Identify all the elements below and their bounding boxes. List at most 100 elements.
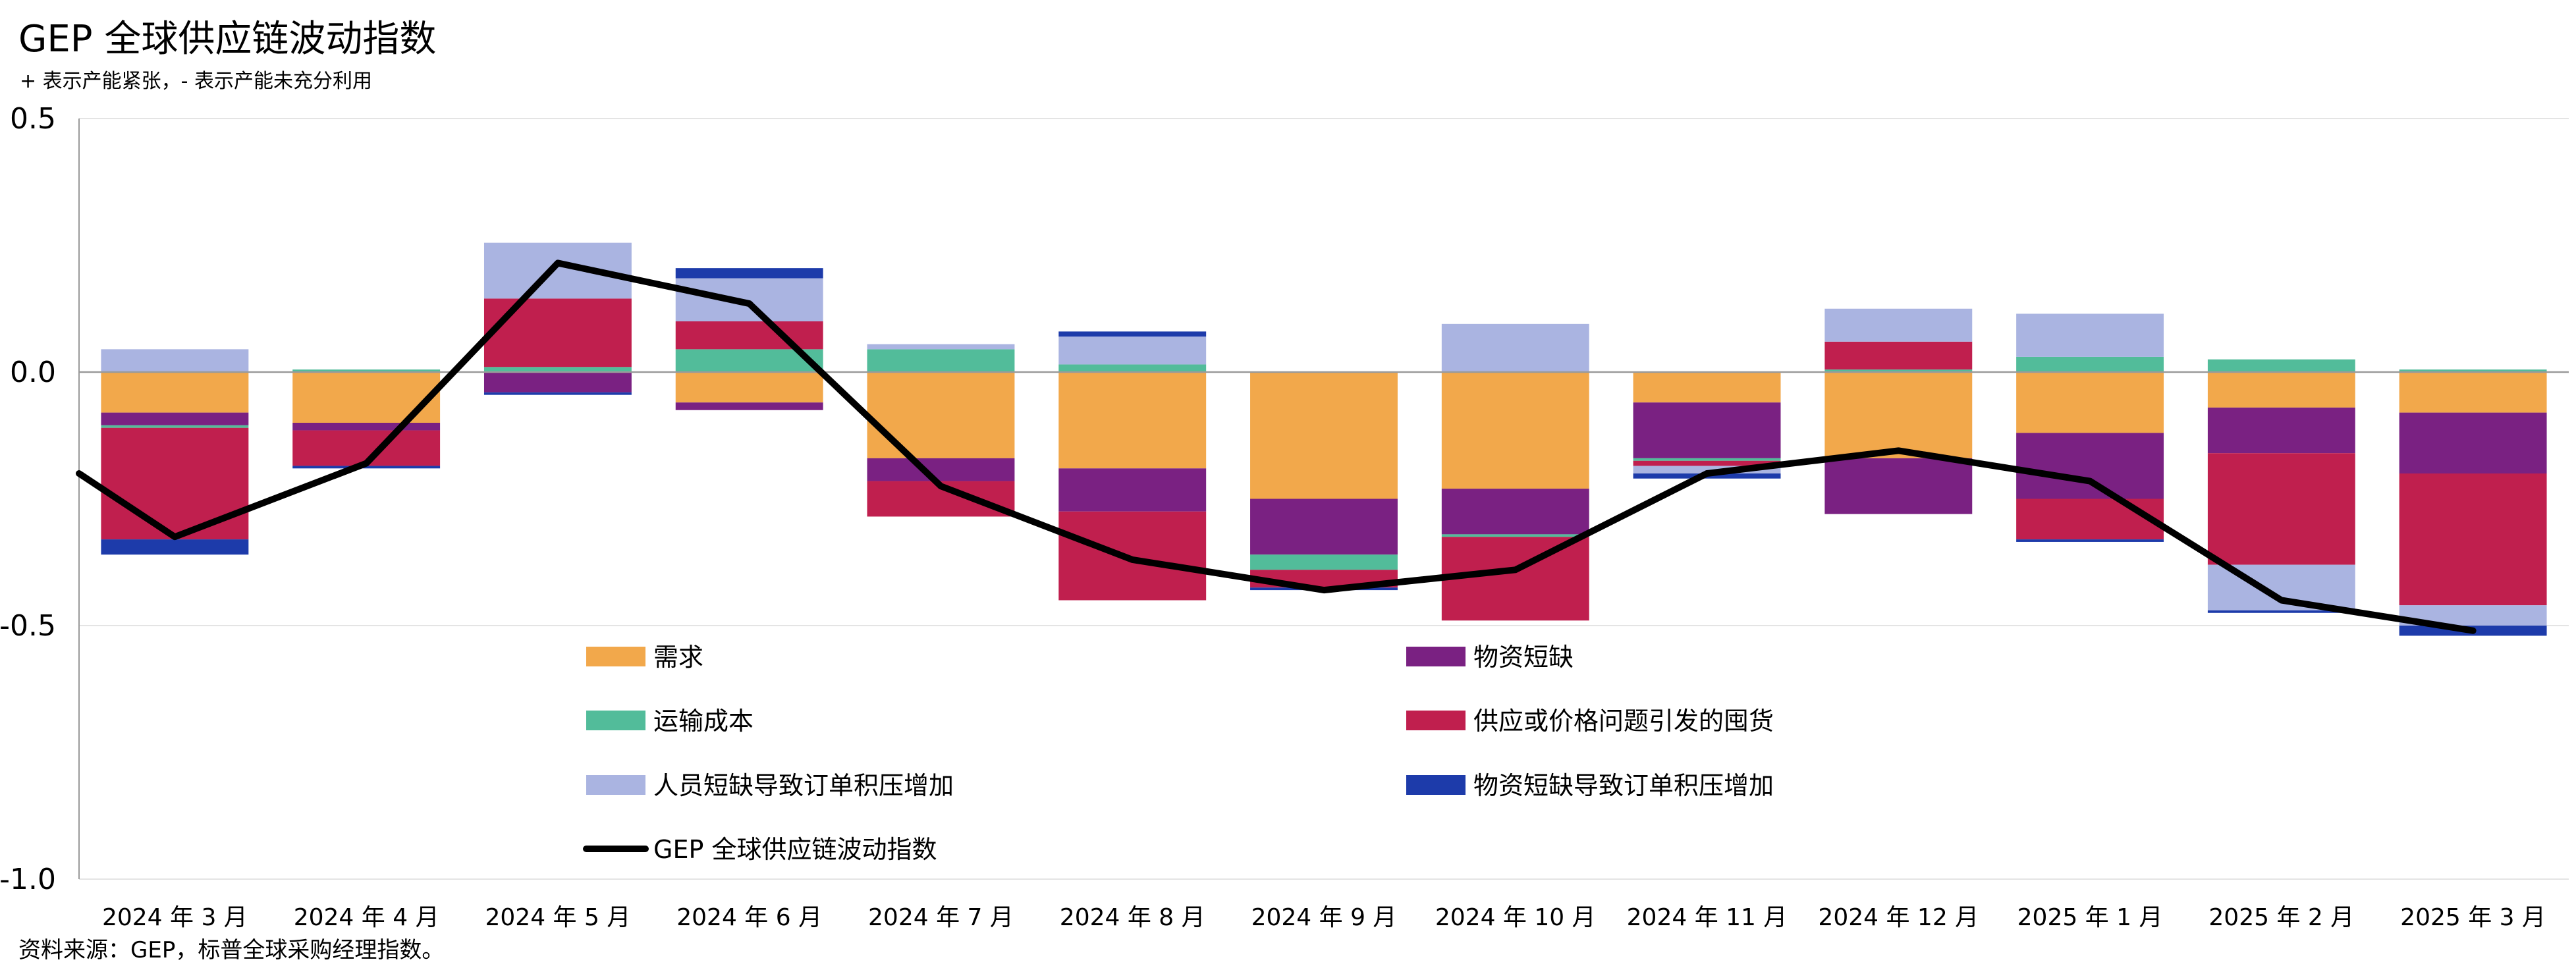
bar-segment bbox=[2016, 372, 2164, 433]
chart-title: GEP 全球供应链波动指数 bbox=[18, 18, 437, 61]
y-tick-label: -1.0 bbox=[0, 863, 56, 896]
bar-segment bbox=[2207, 372, 2355, 408]
bar-layer bbox=[101, 242, 2547, 636]
tick-layer: 0.5 0.0 -0.5 -1.0 2024 年 3 月 2024 年 4 月 2024 年… bbox=[0, 102, 2546, 931]
x-tick-label: 2024 年 3 月 bbox=[102, 904, 248, 931]
bar-segment bbox=[2016, 356, 2164, 372]
bar-segment bbox=[1250, 554, 1398, 570]
x-tick-label: 2024 年 4 月 bbox=[294, 904, 439, 931]
legend-swatch bbox=[586, 711, 645, 730]
legend-swatch bbox=[1406, 775, 1466, 795]
x-tick-label: 2024 年 6 月 bbox=[676, 904, 822, 931]
y-tick-label: 0.0 bbox=[10, 356, 56, 389]
bar-segment bbox=[2016, 498, 2164, 540]
bar-segment bbox=[675, 278, 823, 321]
bar-segment bbox=[1633, 402, 1781, 458]
legend-label: 物资短缺 bbox=[1473, 643, 1574, 672]
bar-segment bbox=[1824, 458, 1973, 514]
x-tick-label: 2024 年 5 月 bbox=[485, 904, 630, 931]
bar-segment bbox=[483, 372, 632, 392]
legend-label: 需求 bbox=[653, 643, 703, 672]
grid-layer bbox=[79, 118, 2569, 880]
bar-segment bbox=[101, 412, 249, 425]
bar-segment bbox=[1633, 458, 1781, 461]
bar-segment bbox=[2207, 453, 2355, 565]
bar-segment bbox=[2207, 407, 2355, 454]
bar-segment bbox=[675, 321, 823, 350]
bar-segment bbox=[101, 372, 249, 413]
bar-segment bbox=[1058, 372, 1207, 469]
bar-segment bbox=[292, 423, 441, 431]
chart-subtitle: + 表示产能紧张，- 表示产能未充分利用 bbox=[20, 70, 373, 93]
legend-item: 物资短缺导致订单积压增加 bbox=[1406, 771, 1774, 800]
bar-segment bbox=[1058, 337, 1207, 365]
bar-segment bbox=[1058, 331, 1207, 337]
bar-segment bbox=[1441, 537, 1589, 621]
source-note: 资料来源：GEP，标普全球采购经理指数。 bbox=[18, 937, 445, 963]
legend-swatch bbox=[586, 775, 645, 795]
legend-label: 物资短缺导致订单积压增加 bbox=[1473, 771, 1774, 800]
bar-segment bbox=[292, 372, 441, 423]
legend-swatch bbox=[1406, 711, 1466, 730]
legend-item: GEP 全球供应链波动指数 bbox=[583, 835, 937, 864]
bar-segment bbox=[101, 427, 249, 540]
y-tick-label: 0.5 bbox=[10, 102, 56, 136]
bar-segment bbox=[483, 392, 632, 395]
bar-segment bbox=[1633, 460, 1781, 466]
x-tick-label: 2024 年 10 月 bbox=[1435, 904, 1596, 931]
bar-segment bbox=[1824, 308, 1973, 342]
legend-swatch bbox=[586, 647, 645, 666]
y-tick-label: -0.5 bbox=[0, 609, 56, 643]
bar-segment bbox=[1058, 364, 1207, 372]
x-tick-label: 2024 年 8 月 bbox=[1060, 904, 1205, 931]
bar-segment bbox=[675, 268, 823, 279]
index-line bbox=[76, 259, 2477, 634]
bar-segment bbox=[1250, 498, 1398, 555]
bar-segment bbox=[2399, 412, 2547, 473]
x-tick-label: 2024 年 12 月 bbox=[1818, 904, 1979, 931]
bar-segment bbox=[675, 372, 823, 403]
bar-segment bbox=[1633, 466, 1781, 473]
bar-segment bbox=[867, 372, 1015, 458]
bar-segment bbox=[2016, 433, 2164, 499]
axis-layer bbox=[78, 119, 2569, 879]
bar-segment bbox=[1058, 511, 1207, 601]
bar-segment bbox=[1824, 369, 1973, 372]
bar-segment bbox=[867, 458, 1015, 481]
legend-label: 人员短缺导致订单积压增加 bbox=[653, 771, 954, 800]
bar-segment bbox=[1824, 372, 1973, 458]
bar-segment bbox=[101, 539, 249, 555]
bar-segment bbox=[292, 466, 441, 469]
x-tick-label: 2024 年 7 月 bbox=[868, 904, 1014, 931]
bar-segment bbox=[1441, 323, 1589, 372]
bar-segment bbox=[1824, 341, 1973, 370]
legend-item: 物资短缺 bbox=[1406, 643, 1574, 672]
bar-segment bbox=[101, 349, 249, 372]
bar-segment bbox=[1441, 534, 1589, 537]
legend-label: GEP 全球供应链波动指数 bbox=[653, 835, 937, 864]
bar-segment bbox=[1058, 468, 1207, 512]
bar-segment bbox=[1633, 372, 1781, 403]
legend-item: 人员短缺导致订单积压增加 bbox=[586, 771, 954, 800]
legend-label: 运输成本 bbox=[653, 707, 754, 736]
bar-segment bbox=[867, 349, 1015, 372]
x-tick-label: 2025 年 3 月 bbox=[2400, 904, 2546, 931]
bar-segment bbox=[292, 369, 441, 372]
bar-segment bbox=[2016, 539, 2164, 542]
bar-segment bbox=[1441, 372, 1589, 489]
bar-segment bbox=[2016, 313, 2164, 357]
bar-segment bbox=[2207, 359, 2355, 372]
x-tick-label: 2025 年 2 月 bbox=[2208, 904, 2354, 931]
bar-segment bbox=[867, 344, 1015, 350]
bar-segment bbox=[2399, 473, 2547, 606]
legend-item: 运输成本 bbox=[586, 707, 754, 736]
bar-segment bbox=[2207, 610, 2355, 613]
legend-item: 供应或价格问题引发的囤货 bbox=[1406, 707, 1774, 736]
x-tick-label: 2024 年 9 月 bbox=[1251, 904, 1397, 931]
line-layer bbox=[76, 259, 2477, 634]
legend-swatch bbox=[1406, 647, 1466, 666]
bar-segment bbox=[675, 402, 823, 410]
bar-segment bbox=[483, 367, 632, 372]
legend-item: 需求 bbox=[586, 643, 703, 672]
